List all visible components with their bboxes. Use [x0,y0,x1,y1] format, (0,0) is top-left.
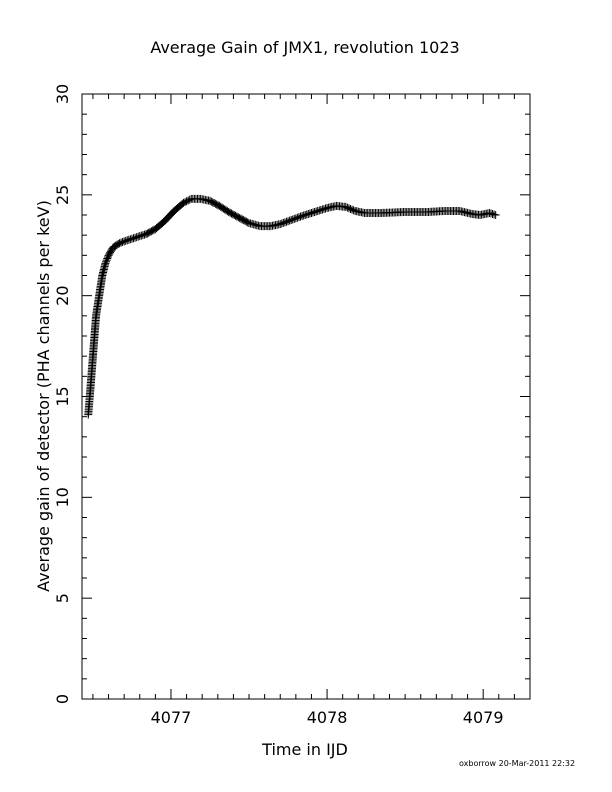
chart-title: Average Gain of JMX1, revolution 1023 [150,38,459,57]
y-tick-label: 30 [53,84,72,104]
x-tick-label: 4078 [307,708,348,727]
y-tick-label: 25 [53,185,72,205]
y-tick-label: 20 [53,285,72,305]
data-point [102,256,111,265]
y-tick-label: 15 [53,386,72,406]
x-axis-label: Time in IJD [261,740,348,759]
y-axis-label: Average gain of detector (PHA channels p… [34,200,53,592]
x-tick-label: 4077 [151,708,192,727]
y-tick-label: 0 [53,694,72,704]
data-point [490,210,499,219]
y-tick-label: 5 [53,593,72,603]
footer-credit: oxborrow 20-Mar-2011 22:32 [459,759,576,768]
data-point [103,254,112,263]
x-tick-label: 4079 [463,708,504,727]
y-tick-label: 10 [53,487,72,507]
plot-frame [81,93,531,700]
axis-tick-labels: 0 5 10 15 20 25 30 4077 4078 4079 [53,84,504,727]
data-point [101,259,110,268]
data-points [84,194,500,419]
axis-ticks [82,93,531,700]
data-point [102,257,111,266]
data-point [491,211,500,219]
